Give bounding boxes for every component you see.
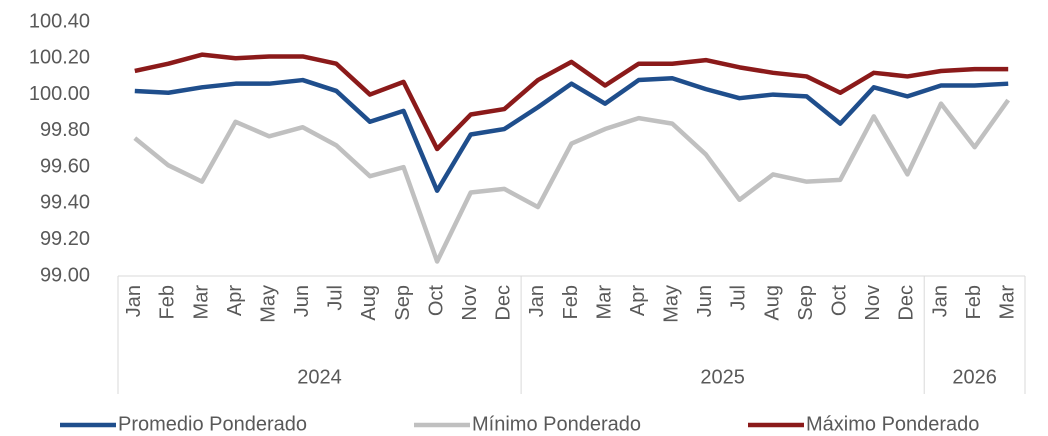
x-tick-label: Aug [761,285,783,321]
year-label: 2025 [700,366,745,388]
x-tick-label: Jul [325,285,347,311]
legend-label: Promedio Ponderado [118,413,307,435]
x-tick-label: Mar [593,285,615,320]
x-tick-label: Nov [862,285,884,321]
x-tick-label: Jan [929,285,951,317]
y-tick-label: 100.40 [29,10,90,32]
x-tick-label: Feb [963,285,985,319]
y-tick-label: 100.20 [29,47,90,69]
y-tick-label: 99.00 [40,264,90,286]
y-tick-label: 99.60 [40,155,90,177]
x-tick-label: Apr [224,285,246,316]
x-tick-label: Oct [425,285,447,317]
y-tick-label: 99.20 [40,228,90,250]
x-tick-label: Jun [694,285,716,317]
y-tick-label: 99.40 [40,192,90,214]
x-tick-label: Dec [493,285,515,321]
x-tick-label: Oct [829,285,851,317]
x-tick-label: Feb [157,285,179,319]
x-tick-label: Apr [627,285,649,316]
x-tick-label: Sep [392,285,414,321]
x-tick-label: Jul [728,285,750,311]
x-tick-label: Jan [526,285,548,317]
x-tick-label: May [257,285,279,323]
series-line [133,98,1011,264]
y-tick-label: 100.00 [29,83,90,105]
series-line [134,52,1009,152]
x-tick-label: Aug [358,285,380,321]
x-tick-label: Dec [896,285,918,321]
x-tick-label: Jun [291,285,313,317]
legend-label: Máximo Ponderado [806,413,979,435]
x-tick-label: Mar [190,285,212,320]
x-tick-label: Nov [459,285,481,321]
x-tick-label: Sep [795,285,817,321]
x-tick-label: Mar [996,285,1018,320]
legend-label: Mínimo Ponderado [472,413,641,435]
x-tick-label: Jan [123,285,145,317]
year-label: 2024 [297,366,342,388]
series-line [134,75,1009,193]
y-tick-label: 99.80 [40,119,90,141]
x-tick-label: May [661,285,683,323]
year-label: 2026 [952,366,997,388]
x-tick-label: Feb [560,285,582,319]
